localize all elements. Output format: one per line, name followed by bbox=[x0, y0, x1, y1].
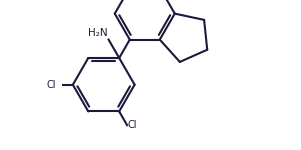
Text: H₂N: H₂N bbox=[88, 28, 108, 38]
Text: Cl: Cl bbox=[128, 120, 138, 130]
Text: Cl: Cl bbox=[47, 80, 56, 90]
